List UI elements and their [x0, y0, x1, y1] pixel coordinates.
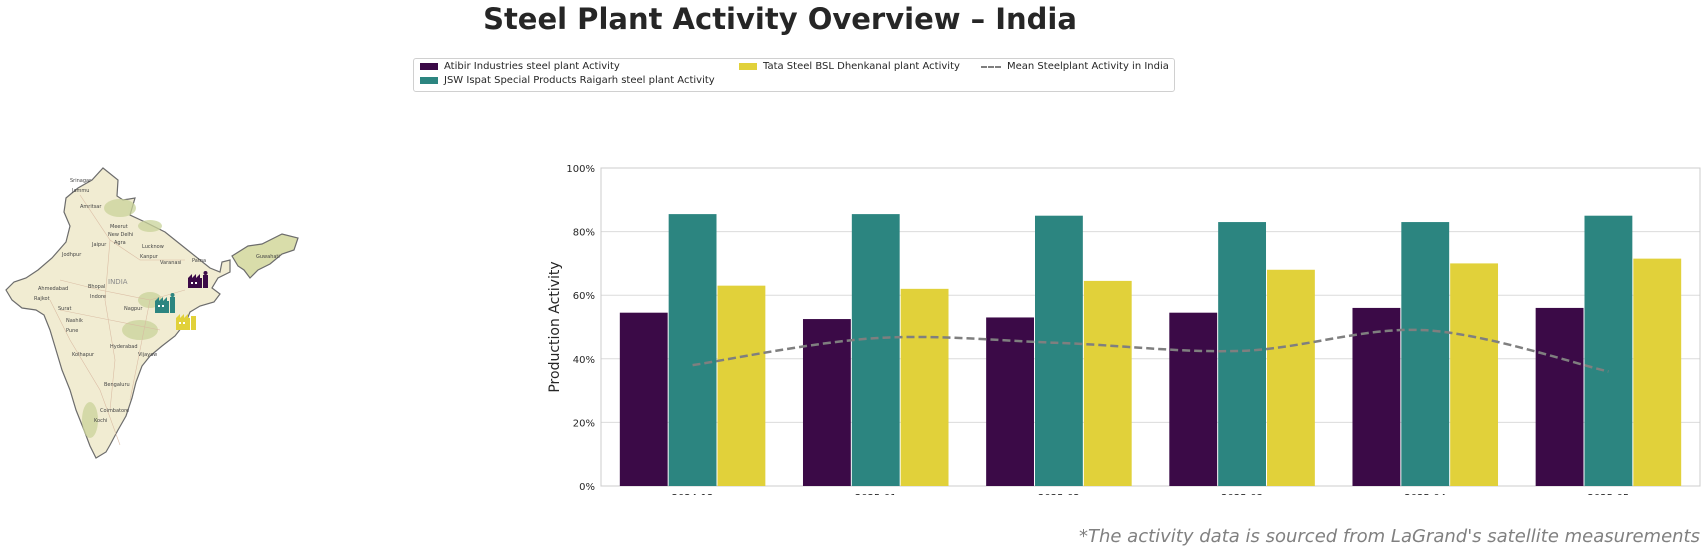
bar [851, 214, 900, 487]
city-label: Nagpur [124, 306, 143, 312]
legend-label: JSW Ispat Special Products Raigarh steel… [444, 75, 715, 86]
city-label: Pune [66, 328, 78, 334]
factory-marker-jsw [155, 293, 175, 313]
city-labels: Srinagar Jammu Amritsar Meerut New DelhiJaip… [34, 178, 280, 424]
india-landmass [5, 167, 299, 459]
city-label: Ahmedabad [38, 286, 68, 292]
factory-marker-atibir [188, 271, 208, 288]
bar [1584, 215, 1633, 486]
legend-swatch [420, 77, 438, 84]
city-label: Jodhpur [61, 252, 82, 258]
bar [717, 285, 766, 486]
legend-label: Mean Steelplant Activity in India [1007, 61, 1169, 72]
city-label: Vijayaw [138, 352, 157, 358]
city-label: Hyderabad [110, 344, 138, 350]
city-label: Patna [192, 258, 206, 264]
city-label: New Delhi [108, 232, 133, 238]
legend-swatch [739, 63, 757, 70]
bar [1535, 307, 1584, 486]
city-label: Srinagar [70, 178, 92, 184]
city-label: Varanasi [160, 260, 181, 266]
city-label: Indore [90, 294, 106, 300]
bar [986, 317, 1034, 486]
city-label: Meerut [110, 224, 128, 230]
y-tick-label: 60% [573, 291, 595, 302]
city-label: Agra [114, 240, 126, 246]
city-label: Bhopal [88, 284, 105, 290]
bar-chart: 0% 20% 40% 60% 80% 100% 2024-12 2025-01 2025-02 2… [547, 164, 1701, 495]
city-label: Rajkot [34, 296, 50, 302]
city-label: Lucknow [142, 244, 164, 250]
bar [1218, 222, 1267, 486]
city-label: Jaipur [91, 242, 107, 248]
city-label: Nashik [66, 318, 83, 324]
bar [1401, 222, 1450, 486]
bar [1633, 258, 1682, 486]
bar [1352, 307, 1401, 486]
bar [1169, 312, 1218, 486]
legend-label: Tata Steel BSL Dhenkanal plant Activity [763, 61, 960, 72]
legend-item: Mean Steelplant Activity in India [981, 61, 1169, 72]
legend-swatch [420, 63, 438, 70]
x-tick-label: 2025-05 [1588, 493, 1630, 495]
x-tick-label: 2025-04 [1404, 493, 1446, 495]
y-tick-label: 40% [573, 355, 595, 366]
india-map: Srinagar Jammu Amritsar Meerut New DelhiJaip… [5, 167, 299, 459]
factory-marker-tata [176, 314, 196, 330]
x-tick-label: 2025-02 [1038, 493, 1080, 495]
city-label: Guwahati [256, 254, 280, 260]
legend-label: Atibir Industries steel plant Activity [444, 61, 620, 72]
city-label: Bengaluru [104, 382, 130, 388]
city-label: Amritsar [80, 204, 102, 210]
city-label: Jammu [71, 188, 89, 194]
city-label: Kanpur [140, 254, 159, 260]
legend: Atibir Industries steel plant Activity JS… [413, 58, 1175, 92]
bar [1267, 269, 1315, 486]
bar [1450, 263, 1499, 486]
legend-item: JSW Ispat Special Products Raigarh steel… [420, 75, 715, 86]
city-label: Surat [58, 306, 71, 312]
road-network [49, 194, 186, 446]
bar [802, 319, 851, 486]
y-tick-label: 80% [573, 228, 595, 239]
city-label: Kolhapur [72, 352, 95, 358]
y-tick-label: 20% [573, 418, 595, 429]
legend-item: Tata Steel BSL Dhenkanal plant Activity [739, 61, 960, 72]
x-tick-label: 2025-03 [1221, 493, 1263, 495]
x-tick-label: 2024-12 [672, 493, 714, 495]
city-label: Coimbatore [100, 408, 129, 414]
bar [1083, 280, 1132, 486]
bar [900, 288, 949, 486]
city-label: Kochi [94, 418, 107, 424]
bar [619, 312, 668, 486]
country-label: INDIA [108, 278, 128, 286]
chart-title: Steel Plant Activity Overview – India [483, 2, 1077, 36]
mean-line [692, 328, 1609, 373]
y-tick-label: 100% [566, 164, 595, 175]
footnote: *The activity data is sourced from LaGra… [1078, 526, 1700, 547]
x-tick-label: 2025-01 [855, 493, 897, 495]
y-tick-label: 0% [579, 482, 595, 493]
bar [668, 214, 717, 487]
y-axis-label: Production Activity [547, 261, 563, 392]
legend-swatch [981, 65, 1001, 68]
bar [1034, 215, 1083, 486]
legend-item: Atibir Industries steel plant Activity [420, 61, 620, 72]
plot-frame [600, 167, 1701, 487]
